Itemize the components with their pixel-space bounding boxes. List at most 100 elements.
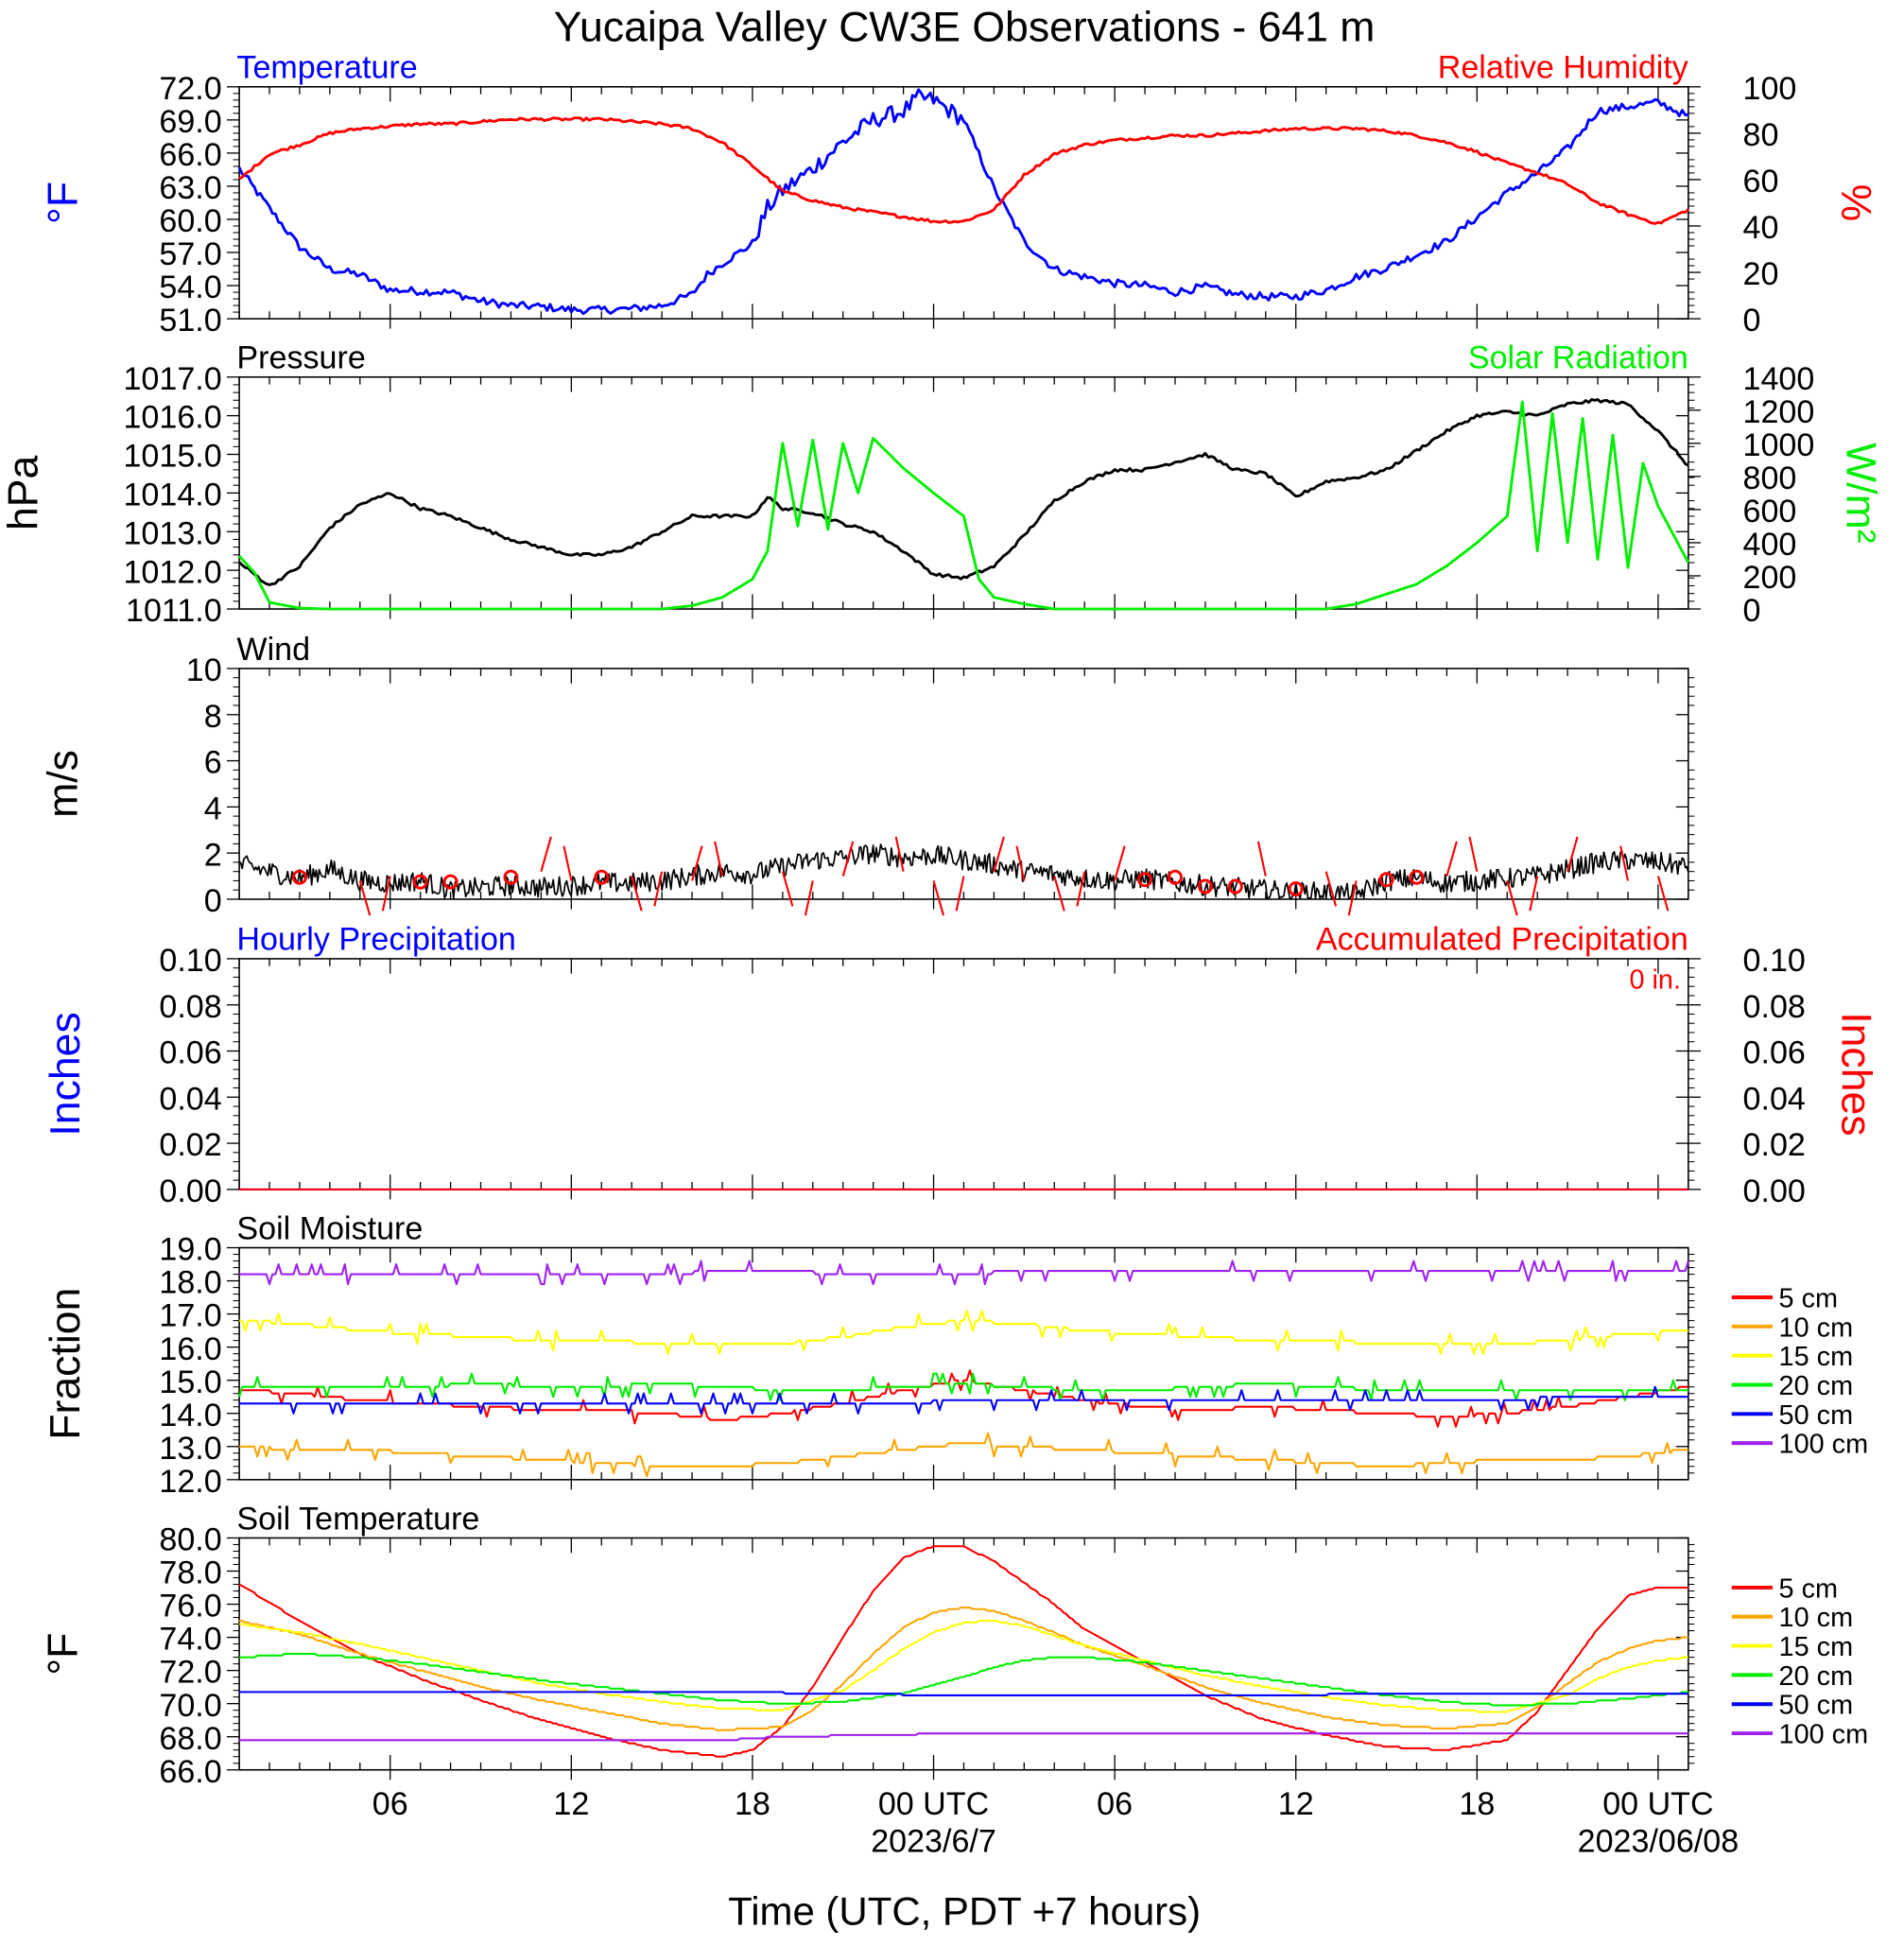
panel-title-pressure: Pressure (236, 340, 365, 376)
wind-barb (1076, 871, 1086, 907)
wind-barb (993, 836, 1005, 872)
y-tick-label-right: 0.04 (1743, 1081, 1806, 1117)
legend-label-15-cm: 15 cm (1779, 1632, 1854, 1662)
y-tick-label-left: 10 (186, 652, 222, 688)
wind-barb (563, 845, 573, 881)
x-tick-label: 18 (1459, 1786, 1495, 1822)
wind-calm-marker (1227, 878, 1243, 895)
panel-title-soil-moisture: Soil Moisture (236, 1210, 423, 1246)
y-tick-label-right: 0.00 (1743, 1173, 1806, 1209)
y-tick-label-right: 0.08 (1743, 989, 1806, 1025)
panel-title-hourly-precipitation: Hourly Precipitation (236, 922, 515, 958)
wind-barb (1015, 845, 1026, 881)
y-tick-label-left: 72.0 (159, 1655, 221, 1691)
panel-title-solar-radiation: Solar Radiation (1468, 340, 1688, 376)
y-tick-label-left: 15.0 (159, 1364, 221, 1400)
wind-barb (1566, 836, 1579, 872)
wind-barb (1114, 845, 1126, 881)
series-wind-wind (238, 843, 1689, 899)
y-tick-label-left: 6 (204, 745, 222, 781)
panel-title-accumulated-precipitation: Accumulated Precipitation (1316, 922, 1688, 958)
y-tick-label-left: 17.0 (159, 1298, 221, 1334)
wind-barb (1656, 876, 1670, 912)
legend-label-15-cm: 15 cm (1779, 1342, 1854, 1372)
wind-barb (714, 841, 724, 877)
wind-calm-marker (1167, 869, 1183, 885)
wind-barb (1256, 841, 1267, 877)
y-tick-label-right: 800 (1743, 460, 1797, 496)
y-tick-label-left: 0.04 (159, 1081, 221, 1117)
y-tick-label-left: 4 (204, 791, 222, 826)
series-soil_temperature-5-cm (238, 1545, 1688, 1758)
y-axis-label-left: °F (40, 182, 86, 224)
wind-barb (358, 880, 372, 916)
wind-barb (841, 841, 855, 877)
panel-title-soil-temperature: Soil Temperature (236, 1501, 479, 1537)
y-tick-label-left: 1014.0 (123, 477, 221, 513)
panel-title-relative-humidity: Relative Humidity (1438, 50, 1688, 86)
series-soil_temperature-50-cm (239, 1691, 1688, 1696)
y-tick-label-left: 1011.0 (126, 593, 222, 629)
series-soil_moisture-10-cm (239, 1432, 1688, 1478)
panel-temp_rh: 72.069.066.063.060.057.054.051.0 100 80 60 4… (40, 50, 1878, 339)
y-tick-label-right: 1000 (1743, 427, 1815, 463)
wind-calm-marker (1137, 872, 1153, 888)
series-soil_temperature-15-cm (239, 1620, 1688, 1713)
y-tick-label-right: 0 (1743, 303, 1761, 339)
y-tick-label-left: 14.0 (159, 1398, 221, 1433)
y-tick-label-left: 70.0 (159, 1688, 221, 1724)
y-tick-label-right: 60 (1743, 164, 1779, 200)
wind-calm-marker (1288, 880, 1304, 896)
panel-pressure_solar: 1017.01016.01015.01014.01013.01012.01011… (0, 340, 1883, 630)
wind-barb (1619, 845, 1630, 881)
wind-barb (932, 880, 945, 916)
panel-wind: 10 8 6 4 2 0 Wind m/s (40, 632, 1695, 919)
y-tick-label-left: 63.0 (159, 170, 221, 206)
series-soil_temperature-10-cm (239, 1606, 1688, 1731)
wind-barb (1053, 876, 1065, 912)
panel-title-temperature: Temperature (236, 50, 417, 86)
x-date-label: 2023/06/08 (1578, 1823, 1740, 1859)
y-axis-label-left: hPa (0, 456, 46, 531)
figure-title: Yucaipa Valley CW3E Observations - 641 m (554, 4, 1376, 50)
wind-calm-marker (503, 869, 519, 885)
y-tick-label-right: 80 (1743, 117, 1779, 153)
x-date-label: 2023/6/7 (871, 1823, 996, 1859)
wind-barb (1468, 836, 1479, 872)
legend-label-20-cm: 20 cm (1779, 1661, 1854, 1692)
panel-soil_temperature: 80.078.076.074.072.070.068.066.0 Soil Tem… (40, 1501, 1868, 1859)
y-tick-label-left: 13.0 (159, 1431, 221, 1467)
y-tick-label-right: 0.10 (1743, 943, 1806, 979)
legend-label-10-cm: 10 cm (1779, 1312, 1854, 1343)
y-tick-label-left: 80.0 (159, 1522, 221, 1558)
wind-barb (1445, 841, 1458, 877)
wind-barb (781, 871, 794, 907)
wind-barb (1506, 880, 1518, 916)
series-pressure_solar-solar-radiation (238, 400, 1690, 611)
y-tick-label-left: 0.08 (159, 989, 221, 1025)
wind-barb (894, 836, 905, 872)
wind-barb (804, 880, 814, 916)
y-tick-label-left: 66.0 (159, 1754, 221, 1790)
legend-label-10-cm: 10 cm (1779, 1603, 1854, 1633)
legend-label-100-cm: 100 cm (1779, 1720, 1869, 1750)
y-tick-label-left: 2 (204, 837, 222, 873)
wind-calm-marker (291, 869, 307, 885)
wind-calm-marker (1197, 878, 1213, 895)
y-tick-label-right: 40 (1743, 210, 1779, 246)
wind-calm-marker (412, 874, 428, 890)
wind-barb (540, 836, 552, 872)
y-tick-label-left: 1017.0 (123, 361, 221, 397)
y-tick-label-left: 18.0 (159, 1265, 221, 1301)
y-tick-label-left: 72.0 (159, 71, 221, 107)
y-axis-label-right: W/m² (1838, 443, 1884, 543)
y-tick-label-left: 74.0 (159, 1622, 221, 1658)
wind-barb (1529, 876, 1539, 912)
wind-barb (955, 876, 965, 912)
wind-barb (653, 871, 664, 907)
y-axis-label-left: Fraction (43, 1288, 89, 1440)
y-tick-label-left: 19.0 (159, 1232, 221, 1268)
panels: 72.069.066.063.060.057.054.051.010080604… (0, 50, 1883, 1860)
wind-barb (1347, 880, 1358, 916)
